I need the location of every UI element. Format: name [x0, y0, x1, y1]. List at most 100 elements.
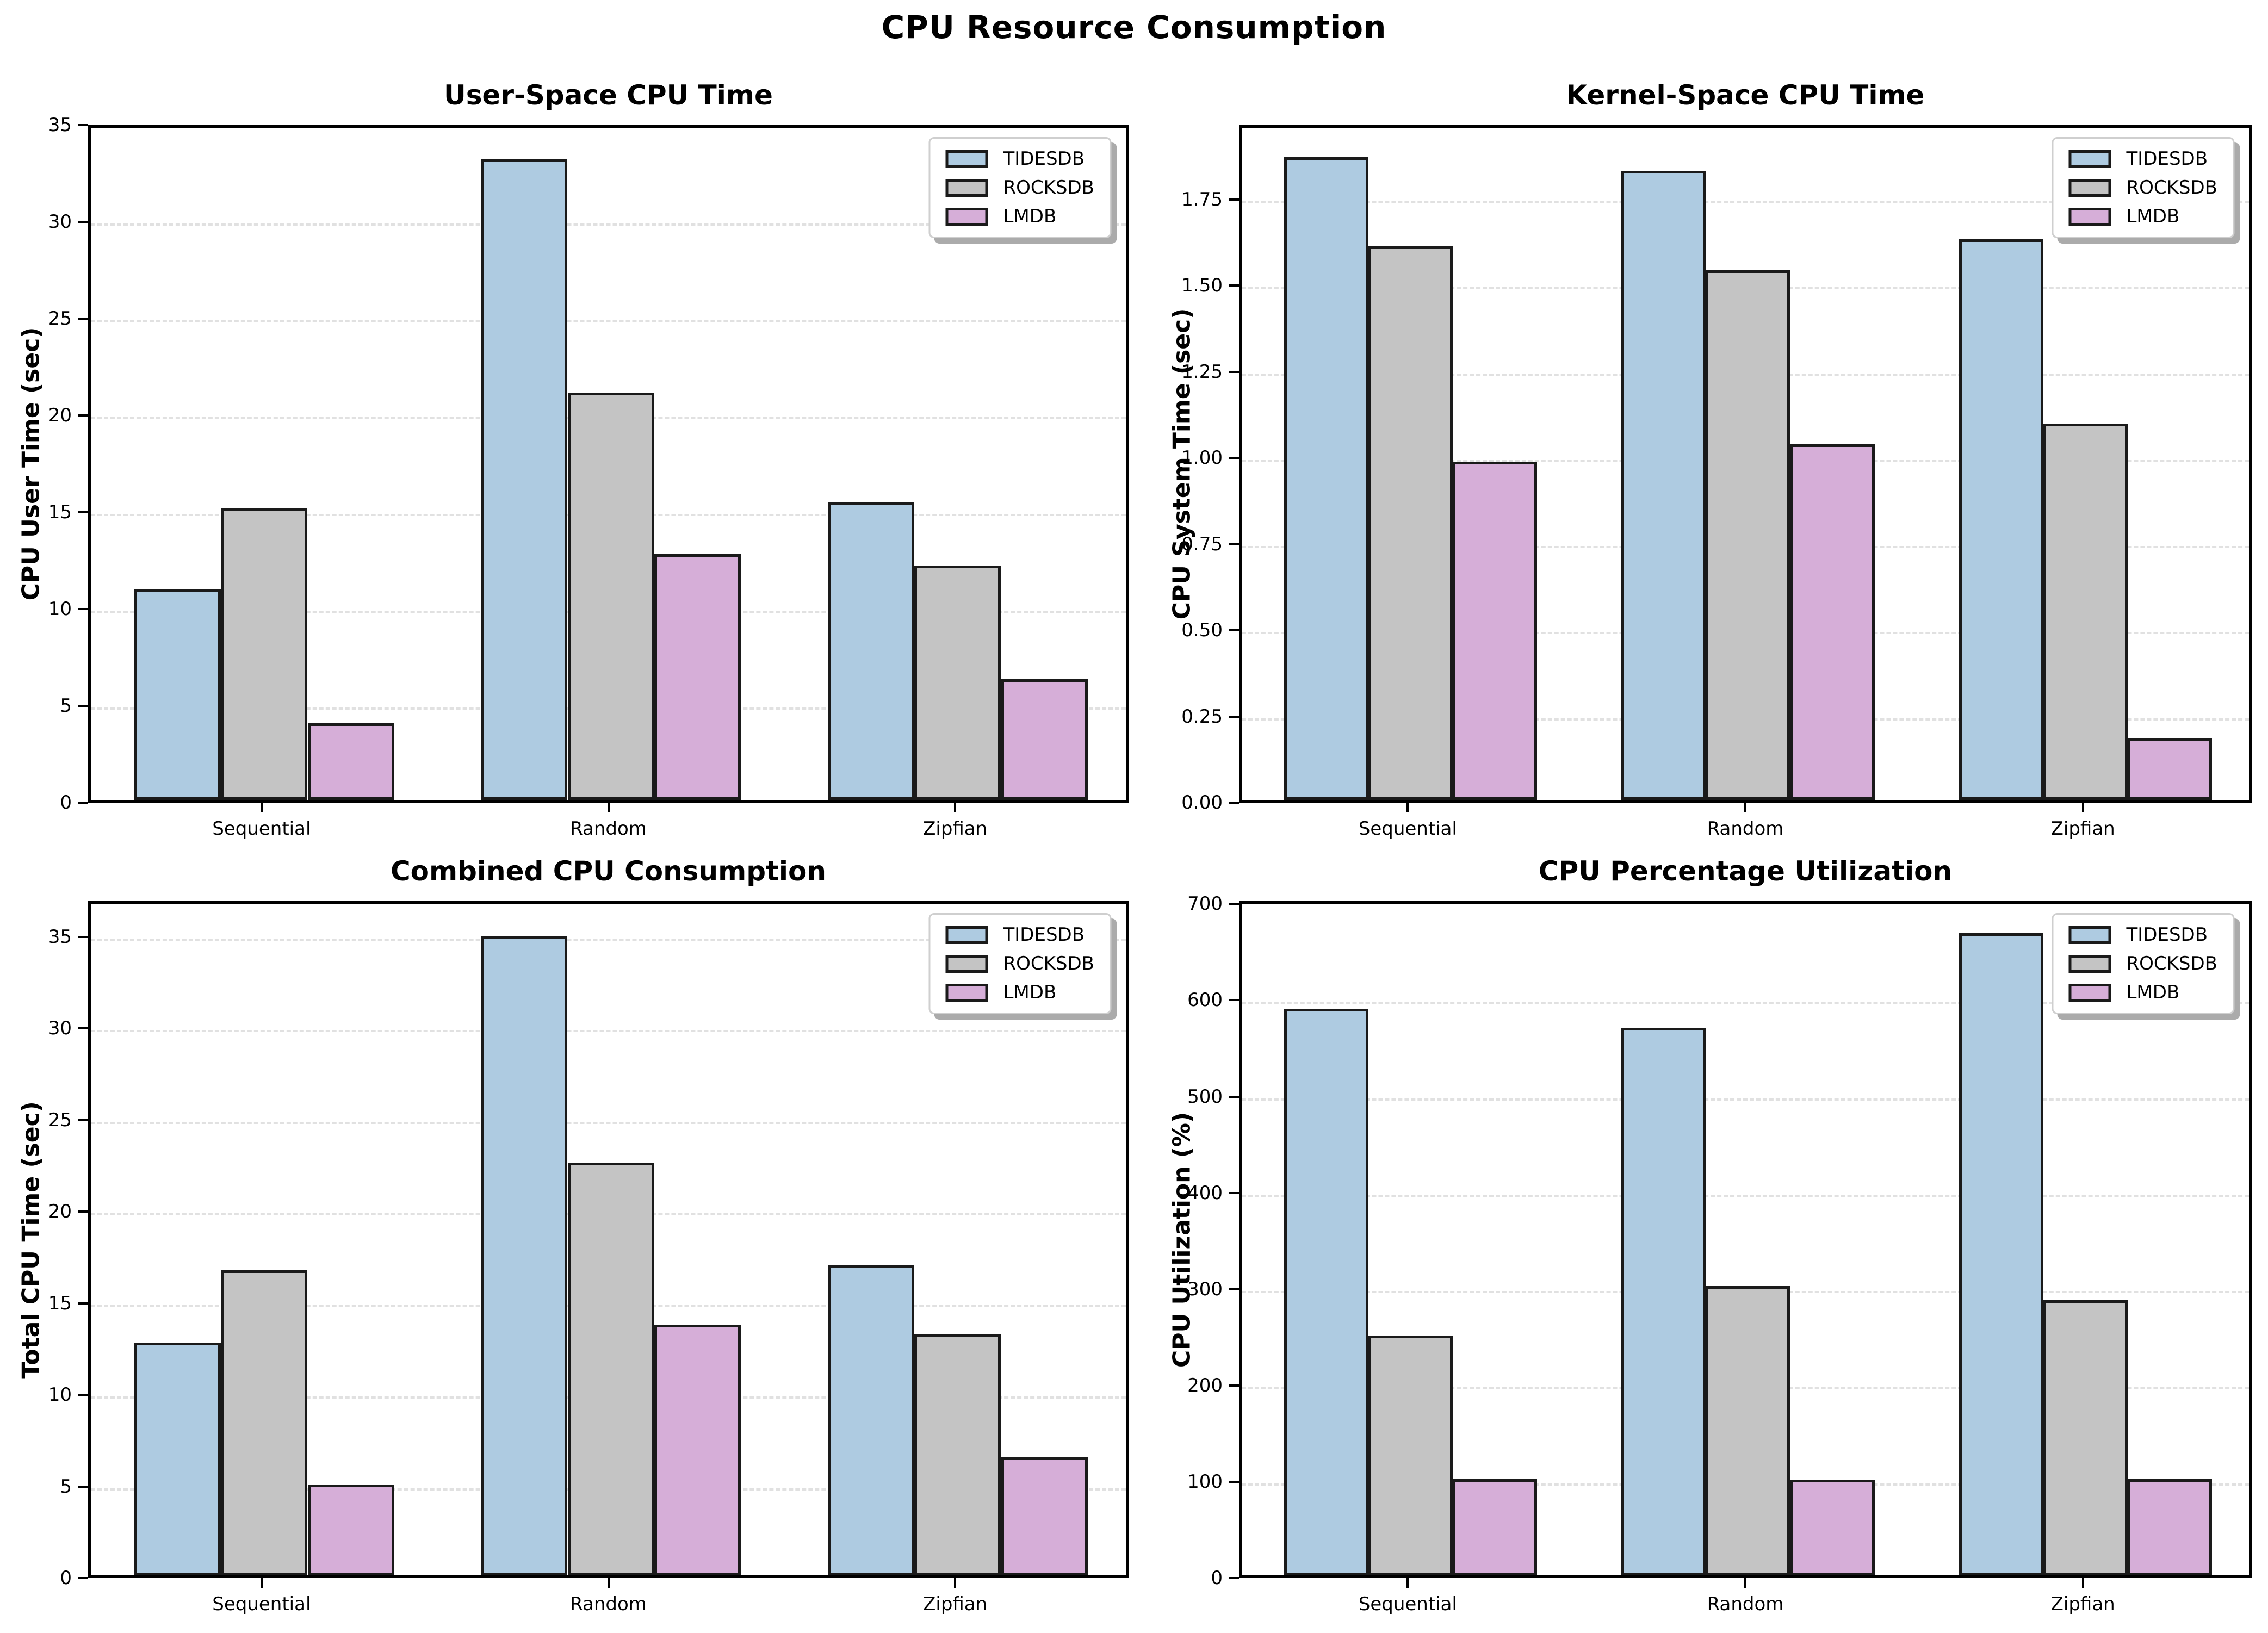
y-tick-label: 1.25: [1181, 361, 1223, 383]
legend-item: TIDESDB: [2068, 148, 2217, 169]
y-tick-mark: [78, 608, 88, 610]
y-tick-mark: [78, 511, 88, 513]
legend-swatch-tidesdb: [2068, 926, 2111, 944]
subplot-title: CPU Percentage Utilization: [1538, 855, 1953, 887]
bar-tidesdb-random: [481, 936, 567, 1575]
y-tick-mark: [78, 705, 88, 707]
bar-tidesdb-random: [481, 159, 567, 800]
y-tick-label: 20: [48, 405, 72, 426]
y-tick-label: 0.75: [1181, 533, 1223, 555]
legend-swatch-rocksdb: [945, 954, 988, 973]
bar-rocksdb-random: [568, 393, 654, 800]
x-tick-mark: [1406, 803, 1409, 812]
legend-swatch-tidesdb: [2068, 150, 2111, 168]
x-tick-label: Random: [570, 818, 647, 840]
bar-rocksdb-zipfian: [914, 566, 1001, 800]
bar-rocksdb-sequential: [221, 508, 307, 800]
y-tick-label: 25: [48, 1109, 72, 1131]
y-tick-label: 0: [60, 1567, 72, 1589]
y-tick-label: 35: [48, 114, 72, 136]
bar-tidesdb-sequential: [1284, 157, 1368, 800]
bar-rocksdb-sequential: [1368, 246, 1453, 800]
bar-rocksdb-zipfian: [2043, 1300, 2128, 1575]
y-tick-label: 600: [1187, 989, 1223, 1011]
legend-swatch-lmdb: [945, 207, 988, 226]
y-tick-mark: [1229, 999, 1239, 1002]
y-tick-mark: [1229, 1191, 1239, 1194]
y-tick-mark: [1229, 1288, 1239, 1290]
y-tick-label: 400: [1187, 1182, 1223, 1204]
x-tick-mark: [260, 803, 263, 812]
bar-lmdb-random: [1790, 444, 1875, 800]
x-tick-mark: [1406, 1578, 1409, 1588]
bar-tidesdb-random: [1621, 171, 1706, 800]
y-tick-mark: [78, 1394, 88, 1396]
y-tick-mark: [1229, 715, 1239, 718]
y-tick-mark: [1229, 802, 1239, 804]
y-tick-label: 35: [48, 926, 72, 948]
x-tick-mark: [1744, 1578, 1746, 1588]
y-tick-mark: [78, 318, 88, 320]
y-tick-mark: [78, 1577, 88, 1579]
bar-rocksdb-sequential: [221, 1270, 307, 1575]
legend: TIDESDB ROCKSDB LMDB: [928, 913, 1111, 1014]
bar-tidesdb-zipfian: [828, 502, 914, 800]
y-axis-label: CPU Utilization (%): [1168, 1112, 1196, 1368]
bar-lmdb-random: [654, 554, 741, 800]
bar-tidesdb-sequential: [134, 589, 221, 800]
y-tick-mark: [1229, 629, 1239, 632]
x-tick-label: Random: [1707, 818, 1784, 840]
y-tick-label: 1.00: [1181, 447, 1223, 469]
bar-lmdb-random: [1790, 1480, 1875, 1575]
legend: TIDESDB ROCKSDB LMDB: [2052, 137, 2234, 238]
bar-tidesdb-zipfian: [1959, 933, 2043, 1575]
bar-lmdb-zipfian: [2128, 1479, 2212, 1575]
figure-title: CPU Resource Consumption: [881, 9, 1387, 46]
y-tick-label: 1.50: [1181, 275, 1223, 297]
y-tick-label: 10: [48, 598, 72, 620]
x-tick-label: Sequential: [1358, 818, 1457, 840]
bar-lmdb-sequential: [308, 723, 394, 800]
y-tick-mark: [78, 936, 88, 939]
y-tick-mark: [78, 1210, 88, 1213]
legend-item: ROCKSDB: [2068, 177, 2217, 198]
y-tick-label: 100: [1187, 1470, 1223, 1493]
legend-label: LMDB: [1003, 206, 1057, 227]
gridline: [91, 223, 1126, 226]
bar-rocksdb-random: [568, 1163, 654, 1575]
legend-item: LMDB: [2068, 982, 2217, 1003]
gridline: [91, 1030, 1126, 1033]
y-tick-label: 200: [1187, 1374, 1223, 1396]
y-tick-label: 10: [48, 1384, 72, 1406]
bar-tidesdb-random: [1621, 1028, 1706, 1575]
bar-tidesdb-zipfian: [828, 1265, 914, 1575]
y-axis-label: Total CPU Time (sec): [17, 1101, 45, 1379]
y-tick-label: 0.50: [1181, 619, 1223, 642]
legend-item: TIDESDB: [945, 148, 1094, 169]
y-tick-label: 25: [48, 308, 72, 330]
x-tick-label: Random: [570, 1593, 647, 1615]
bar-rocksdb-sequential: [1368, 1336, 1453, 1575]
legend: TIDESDB ROCKSDB LMDB: [928, 137, 1111, 238]
bar-rocksdb-random: [1706, 270, 1790, 800]
bar-rocksdb-zipfian: [2043, 424, 2128, 800]
x-tick-label: Sequential: [212, 818, 311, 840]
legend-item: ROCKSDB: [945, 953, 1094, 974]
plot-area: [1239, 125, 2252, 803]
bar-lmdb-zipfian: [1001, 1457, 1088, 1575]
x-tick-label: Zipfian: [2050, 1593, 2115, 1615]
y-tick-label: 5: [60, 695, 72, 717]
gridline: [1242, 1098, 2249, 1101]
x-tick-mark: [2081, 1578, 2084, 1588]
y-tick-mark: [1229, 903, 1239, 905]
x-tick-mark: [954, 803, 957, 812]
y-tick-mark: [78, 1302, 88, 1305]
y-tick-label: 0: [60, 792, 72, 814]
legend-item: TIDESDB: [945, 924, 1094, 945]
legend-label: TIDESDB: [1003, 148, 1085, 170]
y-tick-label: 20: [48, 1201, 72, 1223]
y-tick-mark: [1229, 370, 1239, 373]
subplot-title: Combined CPU Consumption: [390, 855, 826, 887]
y-tick-mark: [1229, 1095, 1239, 1098]
